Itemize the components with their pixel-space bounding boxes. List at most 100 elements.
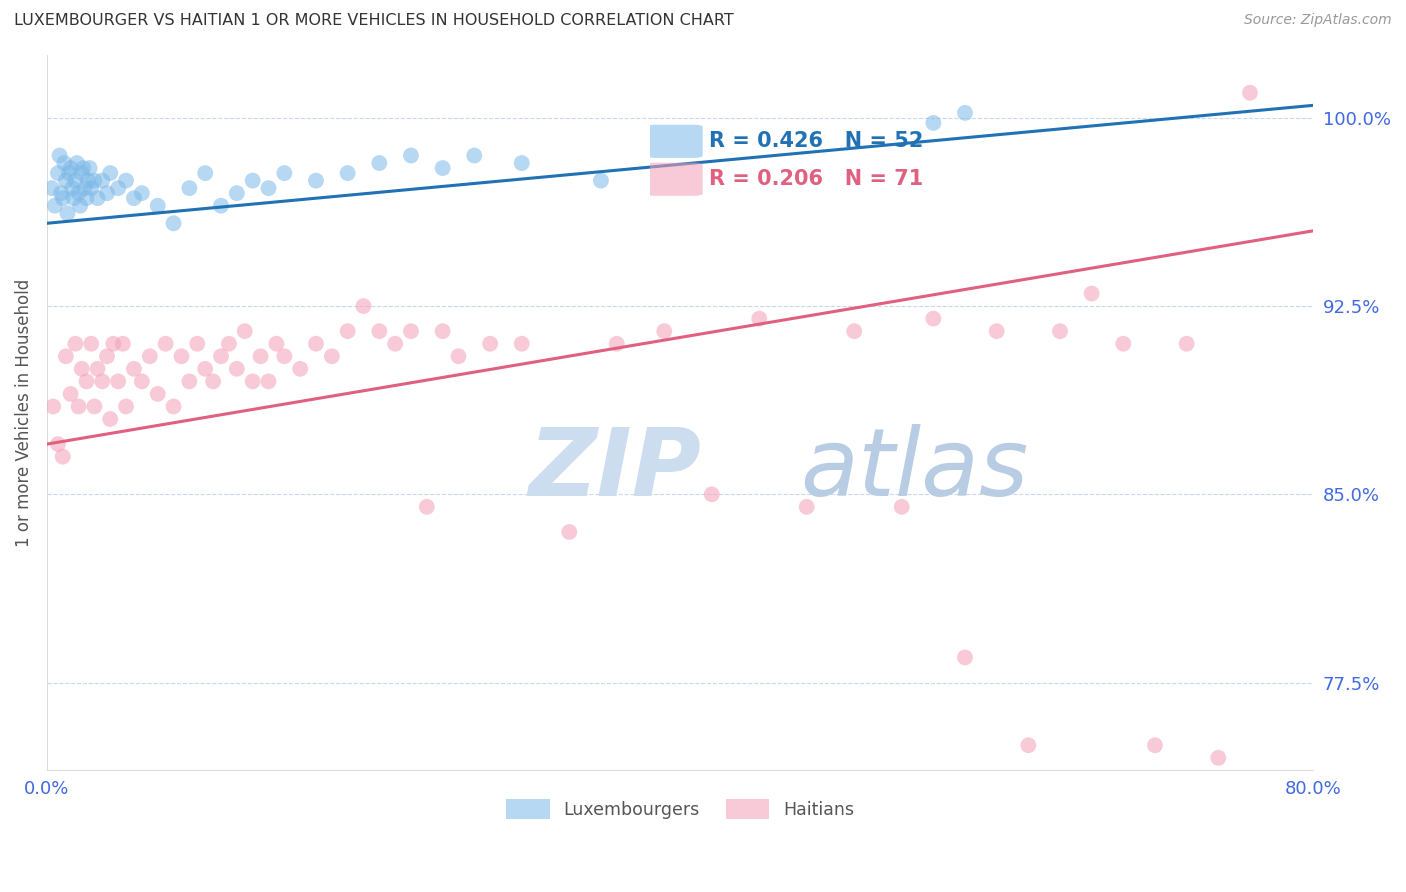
- Point: [41, 181, 63, 195]
- Point: [432, 324, 454, 338]
- Point: [986, 324, 1008, 338]
- Point: [1239, 86, 1261, 100]
- Point: [353, 299, 375, 313]
- Point: [890, 500, 912, 514]
- Point: [72, 161, 94, 175]
- Point: [209, 199, 232, 213]
- Point: [103, 336, 125, 351]
- Point: [288, 361, 311, 376]
- Point: [77, 173, 100, 187]
- Point: [257, 375, 280, 389]
- Point: [179, 181, 201, 195]
- Point: [55, 349, 77, 363]
- Point: [225, 361, 247, 376]
- Point: [384, 336, 406, 351]
- Point: [131, 186, 153, 201]
- Point: [368, 156, 391, 170]
- Point: [273, 166, 295, 180]
- Point: [122, 191, 145, 205]
- Point: [1112, 336, 1135, 351]
- Point: [305, 336, 328, 351]
- Point: [75, 375, 97, 389]
- Point: [75, 191, 97, 205]
- Point: [155, 336, 177, 351]
- Point: [233, 324, 256, 338]
- Point: [70, 166, 93, 180]
- Point: [98, 412, 121, 426]
- Point: [46, 437, 69, 451]
- Point: [86, 191, 108, 205]
- Point: [66, 156, 89, 170]
- Point: [1017, 738, 1039, 752]
- Text: ZIP: ZIP: [529, 424, 702, 516]
- Point: [953, 106, 976, 120]
- Point: [69, 199, 91, 213]
- Point: [98, 166, 121, 180]
- Point: [202, 375, 225, 389]
- Point: [225, 186, 247, 201]
- Point: [91, 173, 114, 187]
- Legend: Luxembourgers, Haitians: Luxembourgers, Haitians: [499, 792, 860, 826]
- Point: [368, 324, 391, 338]
- Point: [1080, 286, 1102, 301]
- Point: [83, 400, 105, 414]
- Point: [146, 387, 169, 401]
- Point: [73, 181, 96, 195]
- Point: [46, 166, 69, 180]
- Point: [305, 173, 328, 187]
- Point: [48, 148, 70, 162]
- Point: [209, 349, 232, 363]
- Point: [56, 206, 79, 220]
- FancyBboxPatch shape: [647, 125, 703, 158]
- Point: [65, 173, 87, 187]
- Point: [416, 500, 439, 514]
- Point: [700, 487, 723, 501]
- Point: [242, 375, 264, 389]
- Text: atlas: atlas: [800, 425, 1029, 516]
- Point: [336, 324, 359, 338]
- Text: R = 0.206   N = 71: R = 0.206 N = 71: [709, 169, 922, 189]
- Point: [266, 336, 288, 351]
- Point: [463, 148, 485, 162]
- Y-axis label: 1 or more Vehicles in Household: 1 or more Vehicles in Household: [15, 278, 32, 547]
- Point: [107, 375, 129, 389]
- Point: [58, 166, 80, 180]
- Point: [796, 500, 818, 514]
- Point: [249, 349, 271, 363]
- Point: [432, 161, 454, 175]
- Point: [479, 336, 502, 351]
- Point: [59, 387, 82, 401]
- Point: [186, 336, 208, 351]
- Point: [1143, 738, 1166, 752]
- Text: R = 0.426   N = 52: R = 0.426 N = 52: [709, 131, 922, 152]
- Point: [162, 400, 184, 414]
- Point: [111, 336, 134, 351]
- Point: [91, 375, 114, 389]
- Point: [1049, 324, 1071, 338]
- Point: [60, 181, 83, 195]
- Point: [80, 181, 103, 195]
- Point: [399, 324, 422, 338]
- Point: [79, 161, 101, 175]
- Point: [589, 173, 612, 187]
- Text: LUXEMBOURGER VS HAITIAN 1 OR MORE VEHICLES IN HOUSEHOLD CORRELATION CHART: LUXEMBOURGER VS HAITIAN 1 OR MORE VEHICL…: [14, 13, 734, 29]
- Point: [1206, 751, 1229, 765]
- Point: [96, 349, 118, 363]
- Point: [52, 450, 75, 464]
- Point: [59, 161, 82, 175]
- Point: [67, 400, 90, 414]
- Point: [336, 166, 359, 180]
- Point: [62, 191, 84, 205]
- Point: [65, 336, 87, 351]
- Point: [80, 336, 103, 351]
- Point: [44, 199, 66, 213]
- Point: [70, 361, 93, 376]
- Point: [131, 375, 153, 389]
- Point: [273, 349, 295, 363]
- Point: [1175, 336, 1198, 351]
- Point: [179, 375, 201, 389]
- Point: [83, 173, 105, 187]
- Point: [162, 216, 184, 230]
- Point: [257, 181, 280, 195]
- Point: [49, 186, 72, 201]
